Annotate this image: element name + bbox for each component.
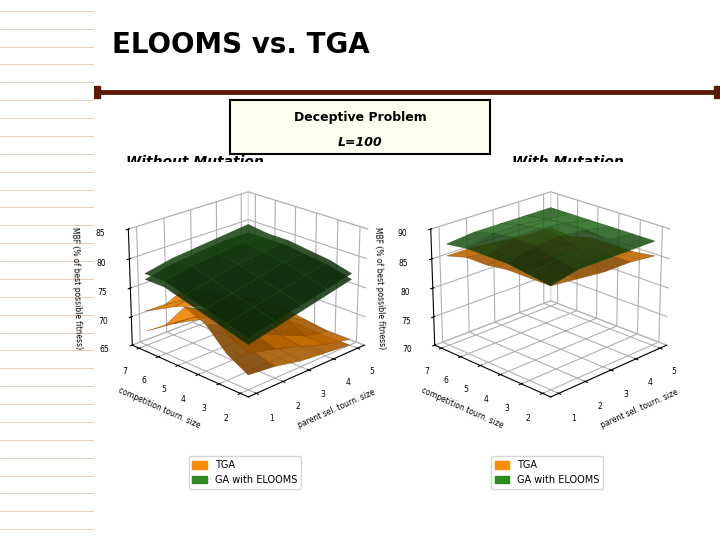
Text: Deceptive Problem: Deceptive Problem (294, 111, 426, 124)
Legend: TGA, GA with ELOOMS: TGA, GA with ELOOMS (491, 456, 603, 489)
Text: L=100: L=100 (338, 136, 382, 148)
Y-axis label: competition tourn. size: competition tourn. size (420, 386, 505, 430)
Legend: TGA, GA with ELOOMS: TGA, GA with ELOOMS (189, 456, 301, 489)
X-axis label: parent sel. tourn. size: parent sel. tourn. size (297, 387, 377, 429)
Text: ELOOMS vs. TGA: ELOOMS vs. TGA (112, 31, 370, 59)
Text: Without Mutation: Without Mutation (126, 155, 264, 169)
X-axis label: parent sel. tourn. size: parent sel. tourn. size (599, 387, 679, 429)
Y-axis label: competition tourn. size: competition tourn. size (117, 386, 202, 430)
Text: With Mutation: With Mutation (512, 155, 624, 169)
